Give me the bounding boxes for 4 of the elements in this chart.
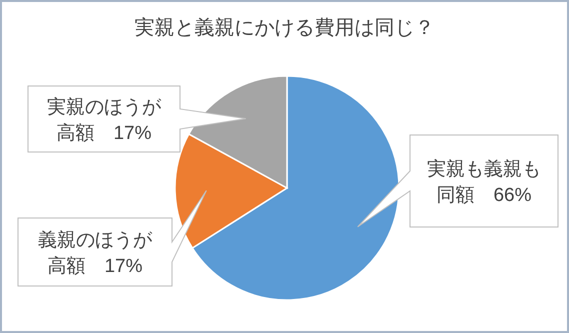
slice-label: 実親も義親も同額 66% (427, 158, 541, 206)
slice-label: 実親のほうが高額 17% (47, 96, 162, 144)
chart-title: 実親と義親にかける費用は同じ？ (134, 16, 434, 39)
slice-label: 義親のほうが高額 17% (38, 230, 153, 277)
